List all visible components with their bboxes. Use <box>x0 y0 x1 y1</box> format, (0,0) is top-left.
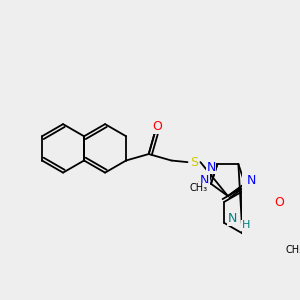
Text: H: H <box>242 220 250 230</box>
Text: O: O <box>274 196 284 209</box>
Text: N: N <box>206 160 216 174</box>
Text: N: N <box>247 174 256 187</box>
Text: N: N <box>228 212 237 225</box>
Text: S: S <box>190 156 198 169</box>
Text: CH₃: CH₃ <box>190 183 208 193</box>
Text: O: O <box>152 120 162 133</box>
Text: CH₃: CH₃ <box>285 244 300 255</box>
Text: N: N <box>200 174 209 187</box>
